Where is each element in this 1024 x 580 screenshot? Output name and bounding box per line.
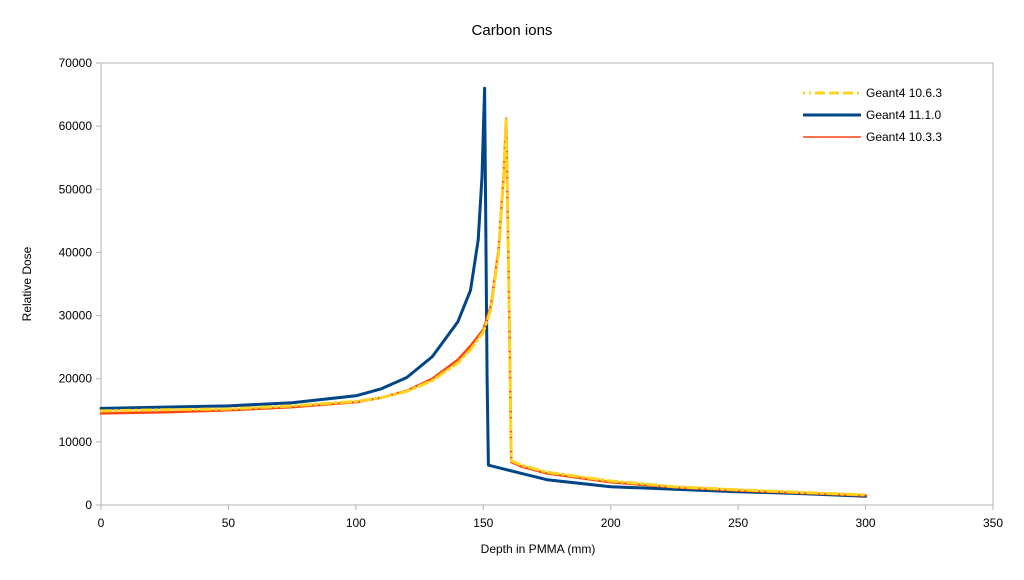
y-tick-label: 10000 xyxy=(59,435,93,449)
legend-label: Geant4 11.1.0 xyxy=(866,108,941,122)
chart-title: Carbon ions xyxy=(472,22,553,39)
plot-frame xyxy=(100,62,994,506)
y-tick-label: 30000 xyxy=(59,309,93,323)
y-tick-label: 40000 xyxy=(59,245,93,259)
x-axis-label: Depth in PMMA (mm) xyxy=(481,542,596,556)
axes: 0 10000 20000 30000 40000 50000 60000 70000 0 50 1… xyxy=(59,56,1004,530)
y-tick-label: 70000 xyxy=(59,56,93,70)
x-tick-label: 200 xyxy=(601,516,621,530)
x-tick-label: 50 xyxy=(222,516,236,530)
x-tick-label: 250 xyxy=(728,516,748,530)
series-layer xyxy=(99,86,868,498)
legend-item: Geant4 11.1.0 xyxy=(803,108,941,122)
legend: Geant4 10.6.3 Geant4 11.1.0 Geant4 10.3.3 xyxy=(803,86,942,144)
x-tick-label: 0 xyxy=(98,516,105,530)
x-tick-label: 100 xyxy=(346,516,366,530)
legend-item: Geant4 10.6.3 xyxy=(803,86,942,100)
x-tick-label: 300 xyxy=(856,516,876,530)
y-tick-label: 60000 xyxy=(59,119,93,133)
y-axis-label: Relative Dose xyxy=(20,246,34,321)
legend-item: Geant4 10.3.3 xyxy=(803,130,942,144)
x-tick-label: 150 xyxy=(473,516,493,530)
legend-label: Geant4 10.6.3 xyxy=(866,86,942,100)
series-geant4-10-6-3 xyxy=(99,118,868,497)
y-tick-label: 50000 xyxy=(59,182,93,196)
x-tick-label: 350 xyxy=(983,516,1003,530)
y-tick-label: 0 xyxy=(85,498,92,512)
legend-label: Geant4 10.3.3 xyxy=(866,130,942,144)
series-geant4-11-1-0 xyxy=(99,86,868,498)
y-tick-label: 20000 xyxy=(59,372,93,386)
